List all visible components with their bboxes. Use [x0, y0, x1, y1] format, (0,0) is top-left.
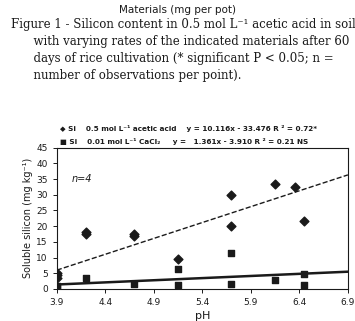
Point [301, 219, 307, 224]
X-axis label: pH: pH [195, 311, 210, 321]
Point [132, 282, 137, 287]
Point [229, 250, 234, 256]
Point [175, 282, 181, 288]
Point [54, 271, 60, 276]
Point [83, 275, 89, 281]
Text: ◆ Si    0.5 mol L⁻¹ acetic acid    y = 10.116x - 33.476 R ² = 0.72*: ◆ Si 0.5 mol L⁻¹ acetic acid y = 10.116x… [60, 125, 317, 132]
Point [229, 192, 234, 197]
Point [83, 230, 89, 235]
Point [54, 272, 60, 277]
Text: Materials (mg per pot): Materials (mg per pot) [119, 5, 236, 15]
Point [54, 285, 60, 290]
Point [83, 231, 89, 237]
Point [301, 271, 307, 276]
Text: n=4: n=4 [71, 174, 92, 184]
Text: ■ Si    0.01 mol L⁻¹ CaCl₂     y =   1.361x - 3.910 R ² = 0.21 NS: ■ Si 0.01 mol L⁻¹ CaCl₂ y = 1.361x - 3.9… [60, 138, 308, 145]
Point [54, 275, 60, 281]
Point [301, 282, 307, 288]
Point [272, 278, 278, 283]
Point [292, 184, 297, 189]
Point [132, 233, 137, 238]
Y-axis label: Soluble silicon (mg kg⁻¹): Soluble silicon (mg kg⁻¹) [23, 158, 33, 278]
Point [132, 231, 137, 237]
Point [175, 256, 181, 262]
Point [54, 283, 60, 288]
Point [229, 282, 234, 287]
Point [175, 266, 181, 272]
Point [272, 181, 278, 186]
Point [229, 223, 234, 229]
Text: Figure 1 - Silicon content in 0.5 mol L⁻¹ acetic acid in soil treated
      with: Figure 1 - Silicon content in 0.5 mol L⁻… [11, 18, 355, 82]
